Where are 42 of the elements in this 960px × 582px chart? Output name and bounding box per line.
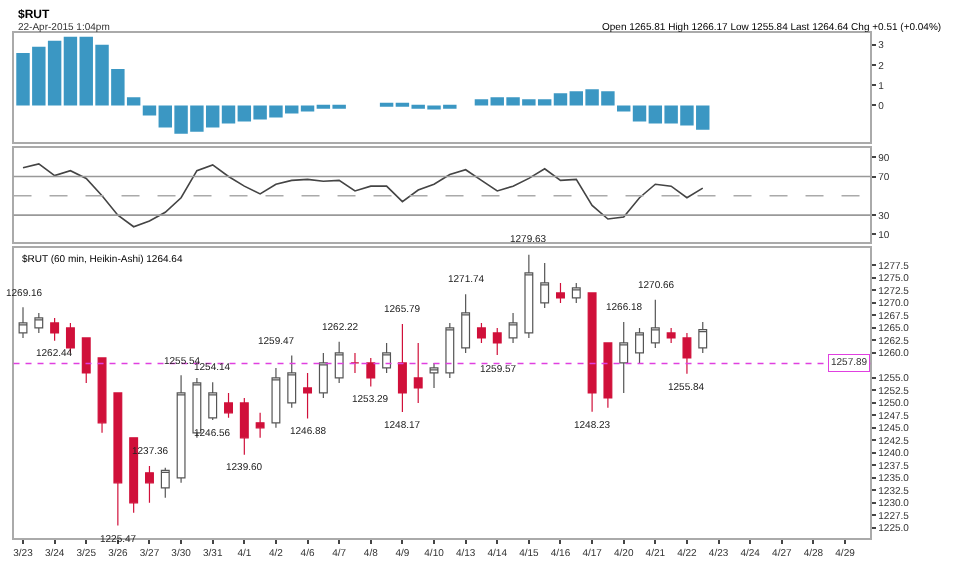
candlestick: [524, 254, 534, 339]
candlestick: [350, 352, 360, 374]
candlestick: [571, 282, 581, 304]
candlestick: [145, 465, 154, 504]
candlestick: [303, 372, 313, 420]
candlestick: [34, 312, 44, 334]
candlestick: [635, 327, 644, 364]
candlestick: [176, 374, 186, 484]
candlestick: [587, 292, 597, 413]
candlestick: [666, 327, 676, 344]
candlestick: [476, 322, 486, 344]
candlestick: [603, 342, 613, 409]
candlestick: [461, 293, 471, 354]
candlestick: [271, 367, 281, 429]
candlestick: [540, 262, 550, 309]
candlestick: [492, 327, 502, 356]
candlestick: [366, 357, 376, 388]
candlestick: [255, 412, 265, 439]
candlestick: [698, 321, 708, 354]
candlestick: [397, 323, 407, 413]
candlestick: [413, 342, 423, 404]
candlestick: [650, 299, 660, 349]
candlestick: [619, 321, 629, 394]
candlestick: [50, 317, 60, 342]
candlestick: [287, 354, 297, 409]
candlestick: [429, 362, 439, 389]
candlestick: [160, 467, 170, 499]
candlestick: [113, 392, 123, 527]
line-series: [22, 163, 704, 228]
candlestick: [239, 397, 249, 456]
candlestick: [208, 381, 218, 421]
candlestick: [224, 392, 233, 419]
candlestick: [682, 332, 692, 375]
candlestick: [97, 357, 107, 434]
candlestick: [382, 342, 392, 374]
candlestick: [318, 352, 328, 399]
candlestick: [445, 322, 455, 379]
candlestick: [334, 341, 344, 384]
candlestick: [556, 282, 565, 304]
candlestick: [81, 337, 91, 384]
candlestick: [508, 312, 518, 344]
candlestick: [18, 306, 28, 339]
